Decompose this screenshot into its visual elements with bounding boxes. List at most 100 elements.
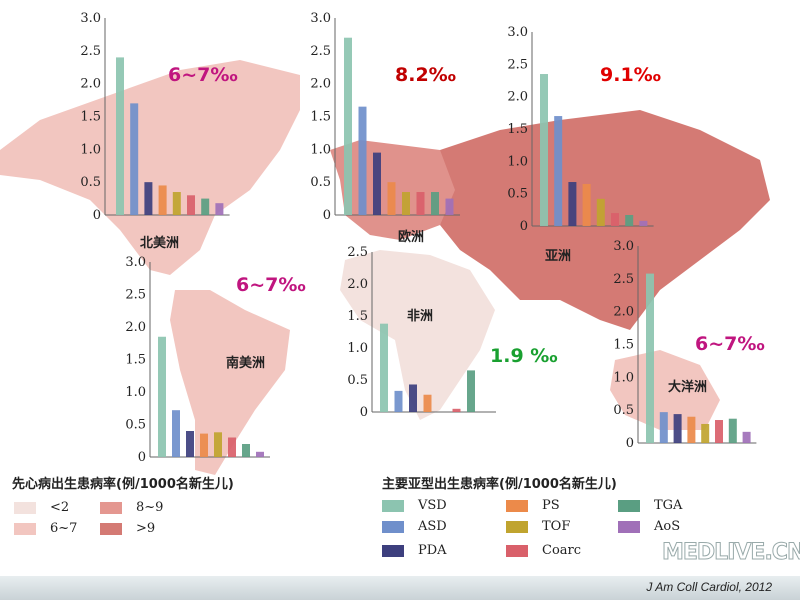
asia-shape: [440, 110, 770, 330]
rate-europe: 8.2‰: [395, 64, 457, 86]
bar-asd: [394, 390, 403, 412]
subtype-legend-coarc: Coarc: [506, 543, 581, 558]
chart-4: 0 0.5 1.0 1.5 2.0 2.5: [347, 245, 496, 420]
y-tick-label: 2.0: [613, 305, 634, 320]
bar-ps: [582, 183, 591, 226]
chart-3: 0 0.5 1.0 1.5 2.0 2.5 3.0: [125, 255, 270, 465]
bar-asd: [172, 410, 180, 457]
bar-tga: [728, 418, 737, 443]
legend-label: PDA: [418, 543, 447, 558]
subtype-legend-aos: AoS: [618, 519, 680, 534]
y-tick-label: 1.0: [125, 385, 146, 400]
y-tick-label: 2.5: [310, 44, 331, 59]
y-tick-label: 1.5: [80, 110, 101, 125]
y-tick-label: 0.5: [507, 187, 528, 202]
chart-1: 0 0.5 1.0 1.5 2.0 2.5 3.0: [310, 11, 460, 223]
rate-south-america: 6~7‰: [236, 274, 306, 296]
y-tick-label: 0: [93, 208, 101, 223]
bar-vsd: [380, 323, 388, 412]
watermark: MEDLIVE.CN: [661, 540, 800, 566]
bar-aos: [215, 203, 224, 215]
swatch: [14, 522, 36, 535]
rate-legend-lt2: <2: [14, 500, 69, 515]
south-america-shape: [170, 290, 290, 475]
swatch: [506, 499, 528, 512]
bar-coarc: [611, 213, 619, 226]
y-tick-label: 1.5: [347, 309, 368, 324]
legend-label: ASD: [418, 519, 447, 534]
legend-label: 8~9: [136, 500, 164, 515]
y-tick-label: 2.0: [507, 90, 528, 105]
y-tick-label: 1.0: [507, 154, 528, 169]
bar-tga: [242, 444, 250, 457]
legend-label: <2: [50, 500, 70, 515]
subtype-legend-tga: TGA: [618, 498, 682, 513]
y-tick-label: 1.0: [347, 341, 368, 356]
continent-shapes: [0, 60, 770, 475]
bar-aos: [639, 220, 648, 226]
subtype-legend-ps: PS: [506, 498, 560, 513]
swatch: [100, 501, 122, 514]
y-tick-label: 2.0: [80, 77, 101, 92]
bar-tof: [701, 423, 710, 443]
swatch: [618, 520, 640, 533]
legend-label: Coarc: [542, 543, 582, 558]
y-tick-label: 2.0: [125, 320, 146, 335]
bar-tof: [596, 198, 605, 226]
y-tick-label: 2.5: [613, 272, 634, 287]
legend-label: AoS: [654, 519, 681, 534]
bar-coarc: [715, 420, 723, 443]
y-tick-label: 0.5: [310, 175, 331, 190]
bar-aos: [445, 198, 454, 215]
label-north-america: 北美洲: [140, 236, 180, 251]
bar-asd: [659, 412, 668, 443]
bar-vsd: [116, 57, 124, 216]
footer-bar: [0, 576, 800, 600]
y-tick-label: 1.5: [125, 353, 146, 368]
bar-ps: [423, 394, 432, 412]
bar-aos: [742, 431, 751, 443]
rate-asia: 9.1‰: [600, 64, 662, 86]
rate-legend-6-7: 6~7: [14, 521, 77, 536]
y-tick-label: 1.5: [613, 338, 634, 353]
y-tick-label: 3.0: [80, 11, 101, 26]
label-oceania: 大洋洲: [668, 380, 708, 395]
y-tick-label: 3.0: [310, 11, 331, 26]
bar-vsd: [158, 336, 166, 457]
subtype-legend-tof: TOF: [506, 519, 570, 534]
north-america-shape: [0, 60, 300, 275]
bar-pda: [409, 384, 417, 412]
label-africa: 非洲: [407, 309, 434, 324]
bar-coarc: [452, 408, 461, 412]
y-tick-label: 0: [360, 405, 368, 420]
subtype-legend-title: 主要亚型出生患病率(例/1000名新生儿): [382, 477, 617, 492]
chart-2: 0 0.5 1.0 1.5 2.0 2.5 3.0: [507, 25, 654, 234]
legend-label: VSD: [418, 498, 447, 513]
citation: J Am Coll Cardiol, 2012: [646, 580, 772, 594]
y-tick-label: 2.5: [125, 288, 146, 303]
bar-asd: [130, 103, 139, 215]
y-tick-label: 1.5: [507, 122, 528, 137]
bar-pda: [373, 152, 381, 215]
y-tick-label: 0.5: [613, 403, 634, 418]
subtype-legend-asd: ASD: [382, 519, 447, 534]
y-tick-label: 2.0: [347, 277, 368, 292]
y-tick-label: 0.5: [347, 373, 368, 388]
y-tick-label: 0: [520, 219, 528, 234]
legend-label: TOF: [542, 519, 571, 534]
bar-tga: [625, 215, 634, 226]
bar-ps: [687, 416, 696, 443]
y-tick-label: 1.0: [613, 370, 634, 385]
bar-coarc: [187, 195, 195, 215]
subtype-legend-vsd: VSD: [382, 498, 447, 513]
bar-tga: [201, 198, 210, 215]
swatch: [618, 499, 640, 512]
bar-tof: [402, 192, 410, 215]
legend-label: >9: [136, 521, 156, 536]
y-tick-label: 0: [626, 436, 634, 451]
bar-vsd: [344, 37, 352, 216]
bar-pda: [673, 414, 682, 443]
label-asia: 亚洲: [545, 249, 572, 264]
